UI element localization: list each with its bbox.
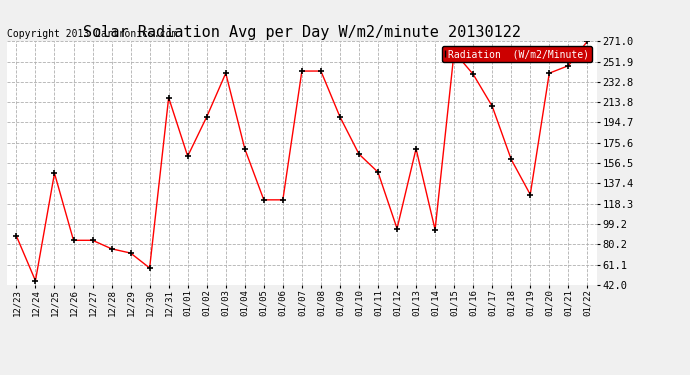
Legend: Radiation  (W/m2/Minute): Radiation (W/m2/Minute)	[442, 46, 592, 62]
Text: Copyright 2013 Cartronics.com: Copyright 2013 Cartronics.com	[7, 29, 177, 39]
Title: Solar Radiation Avg per Day W/m2/minute 20130122: Solar Radiation Avg per Day W/m2/minute …	[83, 25, 521, 40]
